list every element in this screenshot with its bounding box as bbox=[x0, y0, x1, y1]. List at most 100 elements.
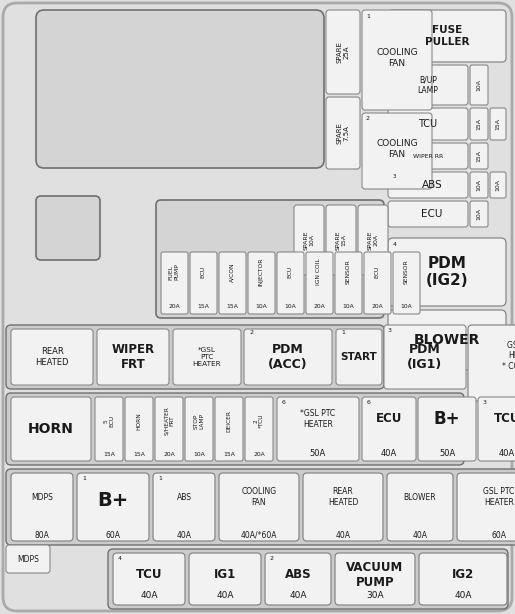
FancyBboxPatch shape bbox=[265, 553, 331, 605]
Text: COOLING
FAN: COOLING FAN bbox=[242, 488, 277, 507]
FancyBboxPatch shape bbox=[185, 397, 213, 461]
FancyBboxPatch shape bbox=[478, 397, 515, 461]
FancyBboxPatch shape bbox=[219, 252, 246, 314]
Text: 20A: 20A bbox=[168, 305, 180, 309]
Text: 6: 6 bbox=[282, 400, 286, 405]
Text: B+: B+ bbox=[97, 491, 129, 510]
Text: 4: 4 bbox=[393, 241, 397, 246]
Text: TCU: TCU bbox=[418, 119, 438, 129]
Text: INJECTOR: INJECTOR bbox=[259, 258, 264, 286]
FancyBboxPatch shape bbox=[419, 553, 507, 605]
Text: IGN COIL: IGN COIL bbox=[317, 258, 321, 286]
Text: 2: 2 bbox=[249, 330, 253, 335]
Text: 2: 2 bbox=[270, 556, 274, 561]
FancyBboxPatch shape bbox=[77, 473, 149, 541]
FancyBboxPatch shape bbox=[6, 545, 50, 573]
Text: 40A/*60A: 40A/*60A bbox=[241, 530, 277, 540]
Text: WIPER RR: WIPER RR bbox=[413, 154, 443, 158]
FancyBboxPatch shape bbox=[248, 252, 275, 314]
Text: 20A: 20A bbox=[163, 453, 175, 457]
FancyBboxPatch shape bbox=[364, 252, 391, 314]
FancyBboxPatch shape bbox=[215, 397, 243, 461]
FancyBboxPatch shape bbox=[326, 97, 360, 169]
FancyBboxPatch shape bbox=[303, 473, 383, 541]
FancyBboxPatch shape bbox=[470, 201, 488, 227]
Text: 10A: 10A bbox=[400, 305, 412, 309]
Text: 10A: 10A bbox=[284, 305, 296, 309]
Text: 60A: 60A bbox=[106, 530, 121, 540]
FancyBboxPatch shape bbox=[155, 397, 183, 461]
Text: COOLING
FAN: COOLING FAN bbox=[376, 139, 418, 158]
FancyBboxPatch shape bbox=[388, 310, 506, 370]
FancyBboxPatch shape bbox=[173, 329, 241, 385]
FancyBboxPatch shape bbox=[294, 205, 324, 275]
Text: 3: 3 bbox=[388, 327, 392, 333]
FancyBboxPatch shape bbox=[490, 108, 506, 140]
Text: SPARE
7.5A: SPARE 7.5A bbox=[337, 122, 349, 144]
FancyBboxPatch shape bbox=[470, 172, 488, 198]
FancyBboxPatch shape bbox=[156, 200, 384, 318]
Text: BLOWER: BLOWER bbox=[414, 333, 480, 347]
Text: 15A: 15A bbox=[476, 118, 482, 130]
Text: *GSL
PTC
HEATER: *GSL PTC HEATER bbox=[193, 348, 221, 367]
Text: VACUUM
PUMP: VACUUM PUMP bbox=[347, 561, 404, 589]
Text: 40A: 40A bbox=[140, 591, 158, 599]
FancyBboxPatch shape bbox=[335, 252, 362, 314]
FancyBboxPatch shape bbox=[358, 205, 388, 275]
FancyBboxPatch shape bbox=[388, 108, 468, 140]
Text: ECU: ECU bbox=[376, 413, 402, 426]
Text: DEICER: DEICER bbox=[227, 410, 232, 432]
FancyBboxPatch shape bbox=[3, 3, 512, 611]
Text: TCU: TCU bbox=[494, 413, 515, 426]
FancyBboxPatch shape bbox=[470, 108, 488, 140]
Text: 80A: 80A bbox=[35, 530, 49, 540]
Text: IG2: IG2 bbox=[452, 569, 474, 581]
Text: 1: 1 bbox=[158, 475, 162, 481]
Text: 40A: 40A bbox=[413, 530, 427, 540]
Text: ECU: ECU bbox=[200, 266, 205, 278]
FancyBboxPatch shape bbox=[95, 397, 123, 461]
Text: 40A: 40A bbox=[335, 530, 351, 540]
Text: ABS: ABS bbox=[177, 492, 192, 502]
Text: SENSOR: SENSOR bbox=[403, 260, 408, 284]
Text: B+: B+ bbox=[434, 410, 460, 428]
Text: 40A: 40A bbox=[454, 591, 472, 599]
Text: REAR
HEATED: REAR HEATED bbox=[35, 348, 68, 367]
Text: 15A: 15A bbox=[103, 453, 115, 457]
Text: 40A: 40A bbox=[381, 449, 397, 459]
FancyBboxPatch shape bbox=[36, 10, 324, 168]
Text: 20A: 20A bbox=[371, 305, 383, 309]
Text: 50A: 50A bbox=[439, 449, 455, 459]
FancyBboxPatch shape bbox=[388, 65, 468, 105]
Text: 20A: 20A bbox=[313, 305, 325, 309]
Text: IG1: IG1 bbox=[214, 569, 236, 581]
Text: 15A: 15A bbox=[495, 118, 501, 130]
Text: WIPER
FRT: WIPER FRT bbox=[111, 343, 154, 371]
FancyBboxPatch shape bbox=[277, 252, 304, 314]
FancyBboxPatch shape bbox=[125, 397, 153, 461]
Text: GSL PTC
HEATER: GSL PTC HEATER bbox=[484, 488, 514, 507]
Text: 1: 1 bbox=[82, 475, 86, 481]
FancyBboxPatch shape bbox=[388, 172, 468, 198]
Text: SPARE
20A: SPARE 20A bbox=[368, 230, 379, 250]
Text: 10A: 10A bbox=[255, 305, 267, 309]
Text: 3: 3 bbox=[483, 400, 487, 405]
FancyBboxPatch shape bbox=[97, 329, 169, 385]
FancyBboxPatch shape bbox=[244, 329, 332, 385]
Text: MDPS: MDPS bbox=[31, 492, 53, 502]
Text: 5
ECU: 5 ECU bbox=[104, 415, 114, 427]
Text: 40A: 40A bbox=[499, 449, 515, 459]
Text: 10A: 10A bbox=[476, 208, 482, 220]
Text: ABS: ABS bbox=[285, 569, 311, 581]
Text: ABS: ABS bbox=[422, 180, 442, 190]
Text: PDM
(IG2): PDM (IG2) bbox=[426, 256, 468, 288]
FancyBboxPatch shape bbox=[362, 113, 432, 189]
FancyBboxPatch shape bbox=[108, 549, 508, 609]
FancyBboxPatch shape bbox=[11, 473, 73, 541]
Text: 10A: 10A bbox=[476, 179, 482, 191]
Text: ECU: ECU bbox=[287, 266, 293, 278]
FancyBboxPatch shape bbox=[470, 143, 488, 169]
Text: 2: 2 bbox=[366, 117, 370, 122]
Text: 2
*TCU: 2 *TCU bbox=[254, 414, 264, 428]
FancyBboxPatch shape bbox=[388, 143, 468, 169]
